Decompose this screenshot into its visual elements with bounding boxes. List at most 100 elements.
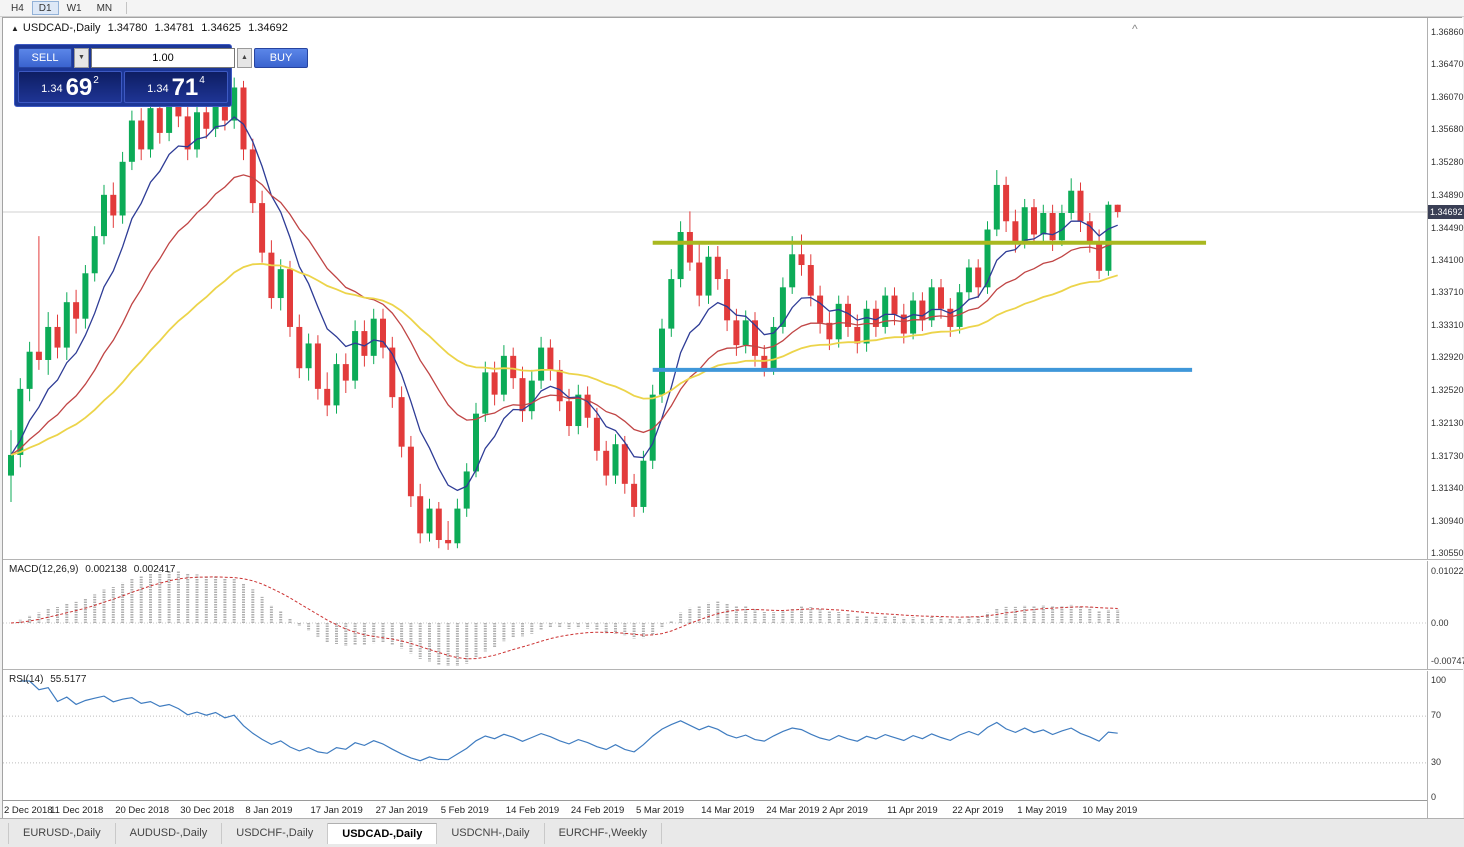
candle-body [882,295,889,327]
buy-price-button[interactable]: 1.34 71 4 [124,71,228,103]
sell-price-button[interactable]: 1.34 69 2 [18,71,122,103]
candle-body [463,471,470,509]
candle-body [817,295,824,323]
candle-body [938,287,944,309]
candle-body [370,318,377,356]
date-axis-label: 5 Feb 2019 [440,805,489,816]
candle-body [798,254,805,266]
date-axis-label: 14 Feb 2019 [505,805,560,816]
candle-body [268,252,275,299]
date-axis-label: 11 Dec 2018 [50,805,104,816]
candle-body [668,279,675,329]
candle-body [119,161,126,216]
rsi-line [20,680,1118,762]
volume-decrease-button[interactable]: ▼ [74,48,89,68]
timeframe-w1-button[interactable]: W1 [66,3,82,14]
ma-line-45 [10,262,1118,456]
date-axis-label: 24 Feb 2019 [570,805,625,816]
candle-body [398,397,405,447]
macd-signal-line [10,576,1118,660]
candle-body [696,262,703,296]
candle-body [361,331,368,356]
buy-price-big: 71 [171,74,199,101]
one-click-collapse-icon[interactable]: ▲ [11,24,19,33]
candle-body [296,326,303,369]
candle-body [910,300,917,334]
panel-separator[interactable] [3,559,1463,561]
candle-body [752,320,758,356]
candle-body [1031,207,1037,235]
candles-layer [8,77,1121,550]
volume-input[interactable] [91,48,235,68]
date-axis-label: 20 Dec 2018 [115,805,170,816]
candle-body [742,320,749,346]
candle-body [575,394,582,427]
chevron-up-icon[interactable]: ^ [1132,22,1138,36]
main-chart[interactable] [3,18,1427,559]
candle-body [454,508,461,544]
sell-price-big: 69 [65,74,93,101]
candle-body [826,322,833,340]
price-axis-label: 1.33710 [1431,287,1464,298]
timeframe-h4-button[interactable]: H4 [11,3,24,14]
date-axis-label: 22 Apr 2019 [952,805,1004,816]
sell-button[interactable]: SELL [18,48,72,68]
tab-usdcad-daily[interactable]: USDCAD-,Daily [328,822,438,844]
date-axis-label: 17 Jan 2019 [310,805,363,816]
candle-body [854,326,861,344]
candle-body [566,401,572,427]
candle-body [352,331,359,381]
ohlc-low: 1.34625 [201,22,242,34]
candle-body [965,267,972,293]
price-axis-label: 1.32130 [1431,417,1464,428]
timeframe-d1-button[interactable]: D1 [31,1,59,15]
candle-body [659,328,665,395]
price-axis-label: 1.35680 [1431,124,1464,135]
candle-body [1105,204,1112,271]
candle-body [584,394,591,418]
macd-value-main: 0.002138 [85,564,127,575]
trade-prices-row: 1.34 69 2 1.34 71 4 [18,71,228,103]
candle-body [556,369,563,402]
macd-panel[interactable] [3,561,1427,669]
candle-body [1114,204,1121,213]
tab-audusd-daily[interactable]: AUDUSD-,Daily [116,822,223,844]
price-axis[interactable]: 1.34692 1.36860 1.36470 1.36070 1.35680 1.35… [1427,18,1464,819]
price-axis-label: 1.30940 [1431,515,1464,526]
candle-body [17,388,24,455]
candle-body [110,194,117,216]
date-axis-label: 2 Dec 2018 [4,805,53,816]
tab-eurusd-daily[interactable]: EURUSD-,Daily [8,822,116,844]
candle-body [538,347,545,381]
candle-body [928,287,935,321]
tab-usdcnh-daily[interactable]: USDCNH-,Daily [437,822,545,844]
candle-body [380,318,386,348]
buy-price-sup: 4 [199,75,205,86]
tab-eurchf-weekly[interactable]: EURCHF-,Weekly [545,822,662,844]
ma-line-8 [10,116,1118,492]
candle-body [82,273,89,319]
chart-ohlc-header: ▲ USDCAD-,Daily 1.34780 1.34781 1.34625 1… [11,22,292,34]
price-axis-label: 1.34490 [1431,222,1464,233]
date-axis-label: 5 Mar 2019 [636,805,685,816]
chart-symbol-period: USDCAD-,Daily [22,22,101,34]
candle-body [435,508,442,540]
ohlc-open: 1.34780 [107,22,148,34]
ohlc-high: 1.34781 [154,22,195,34]
rsi-axis-label: 30 [1431,756,1442,767]
price-axis-label: 1.31340 [1431,482,1464,493]
tab-usdchf-daily[interactable]: USDCHF-,Daily [222,822,329,844]
candle-body [101,194,107,237]
buy-button[interactable]: BUY [254,48,308,68]
date-axis-label: 24 Mar 2019 [766,805,820,816]
rsi-axis-label: 0 [1431,792,1437,802]
rsi-panel[interactable] [3,671,1427,800]
toolbar-separator [126,2,128,14]
candle-body [519,378,526,412]
candle-body [1003,184,1010,222]
date-axis[interactable]: 2 Dec 2018 11 Dec 2018 20 Dec 2018 30 Dec 2… [3,800,1463,819]
panel-separator[interactable] [3,669,1463,671]
candle-body [863,308,870,344]
timeframe-mn-button[interactable]: MN [96,3,113,14]
volume-increase-button[interactable]: ▲ [237,48,252,68]
